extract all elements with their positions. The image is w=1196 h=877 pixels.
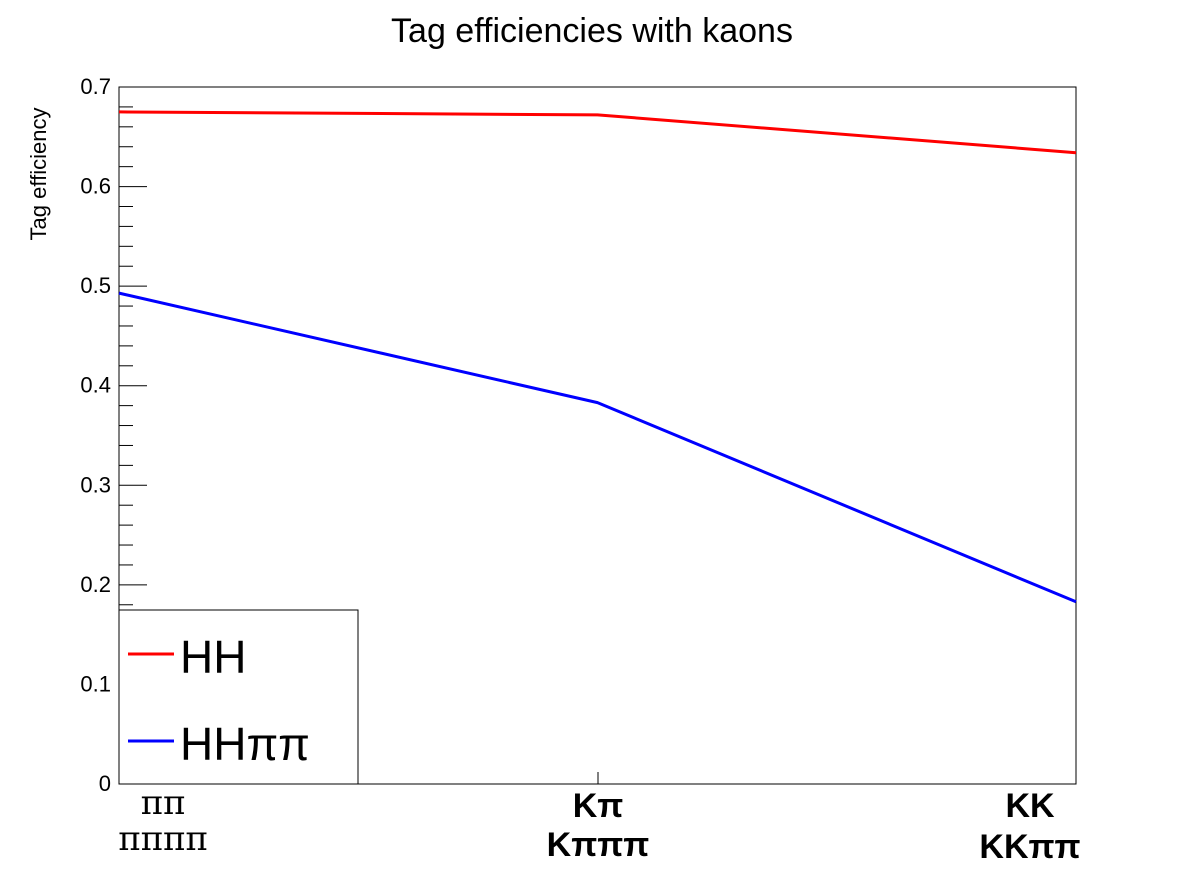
series-lines — [118, 110, 1077, 604]
y-tick-label: 0 — [99, 771, 111, 796]
y-tick-label: 0.4 — [80, 373, 111, 398]
legend: HH HHππ — [118, 609, 359, 785]
y-tick-label: 0.7 — [80, 74, 111, 99]
x-category-label-line1: Kπ — [573, 787, 624, 825]
x-category-label-line1: ππ — [141, 783, 186, 823]
series-line-hhpipi — [118, 291, 1077, 604]
legend-box — [118, 609, 359, 785]
y-tick-label: 0.2 — [80, 572, 111, 597]
legend-label-hhpipi: HHππ — [180, 718, 310, 770]
y-axis-tick-labels: 0 0.1 0.2 0.3 0.4 0.5 0.6 0.7 — [80, 74, 111, 796]
y-tick-label: 0.3 — [80, 472, 111, 497]
y-axis-label: Tag efficiency — [26, 108, 51, 241]
chart-title: Tag efficiencies with kaons — [391, 12, 793, 50]
y-tick-label: 0.6 — [80, 174, 111, 199]
x-category-label-line2: ππππ — [118, 819, 207, 859]
legend-label-hh: HH — [180, 631, 246, 683]
y-tick-label: 0.1 — [80, 671, 111, 696]
y-tick-label: 0.5 — [80, 273, 111, 298]
x-category-label-line2: Kπππ — [547, 826, 650, 864]
x-category-label-line1: KK — [1005, 787, 1055, 825]
x-category-label-line2: KKππ — [979, 828, 1080, 866]
series-line-hh — [118, 110, 1077, 155]
